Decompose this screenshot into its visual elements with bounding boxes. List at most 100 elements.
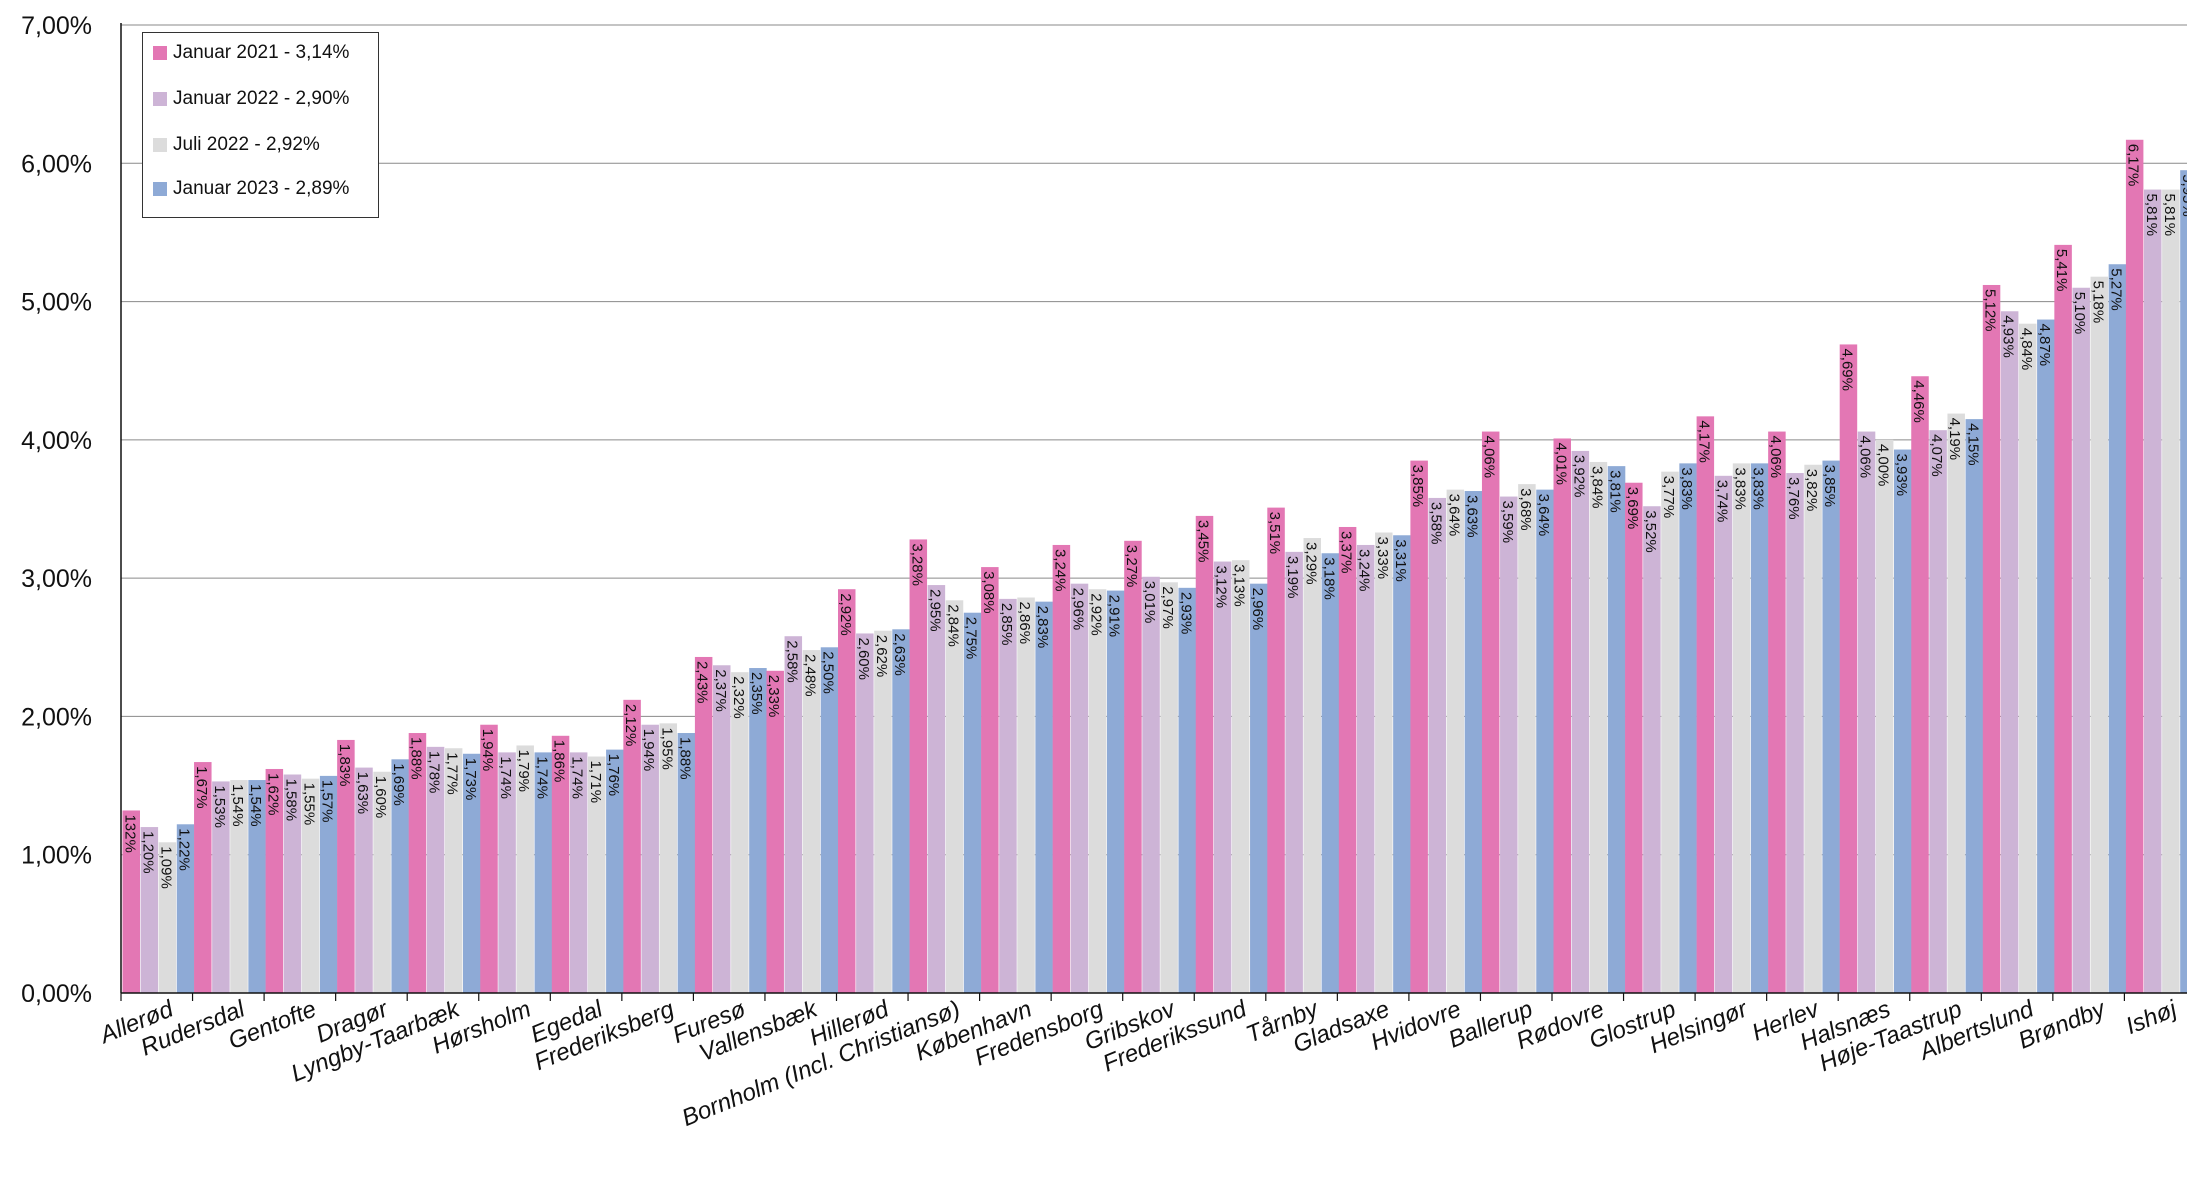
data-label: 4,46% <box>1910 380 1927 423</box>
bar <box>2125 139 2144 993</box>
data-label: 1,74% <box>497 756 514 799</box>
data-label: 2,86% <box>1016 602 1033 645</box>
bar <box>641 724 659 993</box>
legend-item: Januar 2023 - 2,89% <box>153 177 349 201</box>
bar <box>963 612 982 993</box>
data-label: 1,09% <box>157 846 174 889</box>
data-label: 2,58% <box>783 640 800 683</box>
data-label: 3,08% <box>980 571 997 614</box>
bar <box>1142 576 1160 993</box>
y-tick-label: 1,00% <box>21 842 92 870</box>
data-label: 3,58% <box>1427 502 1444 545</box>
bar <box>945 600 964 993</box>
bar <box>892 629 910 993</box>
bar <box>1195 515 1214 993</box>
data-label: 3,83% <box>1732 467 1749 510</box>
bar <box>1338 526 1357 993</box>
data-label: 3,27% <box>1123 545 1140 588</box>
data-label: 1,63% <box>354 772 371 815</box>
bar <box>1070 583 1089 993</box>
bar <box>1607 466 1626 993</box>
bar <box>212 781 230 993</box>
data-label: 1,58% <box>282 779 299 822</box>
bar <box>1481 431 1500 993</box>
data-label: 1,71% <box>587 761 604 804</box>
data-label: 3,24% <box>1356 549 1373 592</box>
bar <box>749 668 767 993</box>
bar <box>2108 264 2127 994</box>
y-tick-label: 6,00% <box>21 150 92 178</box>
bar <box>194 762 212 993</box>
data-label: 3,28% <box>908 543 925 586</box>
bar <box>1536 489 1554 993</box>
bar <box>408 733 427 993</box>
data-label: 2,32% <box>730 676 747 719</box>
data-label: 4,84% <box>2018 328 2035 371</box>
legend-swatch <box>153 138 167 152</box>
data-label: 3,37% <box>1338 531 1355 574</box>
bar <box>694 656 713 993</box>
bar <box>1106 590 1125 993</box>
data-label: 3,19% <box>1284 556 1301 599</box>
data-label: 3,13% <box>1231 564 1248 607</box>
bar <box>2072 287 2090 993</box>
bar <box>1500 496 1518 993</box>
data-label: 1,76% <box>605 754 622 797</box>
data-label: 3,81% <box>1607 470 1624 513</box>
bar <box>1929 430 1947 994</box>
data-label: 1,22% <box>176 828 193 871</box>
bar <box>1428 497 1446 993</box>
data-label: 3,83% <box>1678 467 1695 510</box>
data-label: 3,92% <box>1570 455 1587 498</box>
bar <box>1947 413 1965 993</box>
bar <box>463 753 481 993</box>
data-label: 1,55% <box>301 783 318 826</box>
bar <box>588 756 606 993</box>
data-label: 1,69% <box>390 763 407 806</box>
data-label: 2,62% <box>873 635 890 678</box>
bar <box>551 735 570 993</box>
bars <box>122 139 2187 994</box>
data-label: 1,73% <box>462 758 479 801</box>
bar <box>784 636 803 993</box>
bar <box>391 759 409 993</box>
data-label: 1,94% <box>479 729 496 772</box>
data-label: 1,54% <box>229 784 246 827</box>
bar <box>444 748 463 993</box>
data-label: 3,01% <box>1141 581 1158 624</box>
bar <box>874 630 892 993</box>
data-label: 5,18% <box>2089 281 2106 324</box>
legend-label: Januar 2022 - 2,90% <box>173 88 350 109</box>
data-label: 2,75% <box>963 617 980 660</box>
data-label: 3,93% <box>1893 454 1910 497</box>
legend-swatch <box>153 92 167 106</box>
bar <box>1822 460 1840 994</box>
bar <box>1124 540 1142 993</box>
bar <box>498 752 516 993</box>
data-label: 5,12% <box>1982 289 1999 332</box>
data-label: 2,12% <box>622 704 639 747</box>
data-labels: 132% 1,20% 1,09% 1,22%1,67% 1,53% 1,54% 1,54% 1… <box>121 144 2187 889</box>
data-label: 3,76% <box>1785 477 1802 520</box>
data-label: 3,74% <box>1713 480 1730 523</box>
bar <box>802 650 821 993</box>
y-tick-label: 0,00% <box>21 980 92 1008</box>
bar <box>1894 449 1912 994</box>
bar <box>1750 463 1769 993</box>
bar <box>2000 311 2019 993</box>
bar <box>1857 431 1876 993</box>
bar <box>820 647 839 993</box>
bar <box>1393 535 1411 993</box>
data-label: 2,83% <box>1034 606 1051 649</box>
data-label: 5,81% <box>2143 194 2160 237</box>
data-label: 3,82% <box>1803 469 1820 512</box>
data-label: 4,93% <box>2000 315 2017 358</box>
legend: Januar 2021 - 3,14% Januar 2022 - 2,90% … <box>142 32 379 218</box>
bar <box>856 633 874 993</box>
data-label: 1,74% <box>533 756 550 799</box>
data-label: 2,84% <box>945 604 962 647</box>
bar <box>1410 460 1428 994</box>
bar <box>1839 344 1858 993</box>
data-label: 4,01% <box>1552 442 1569 485</box>
data-label: 3,59% <box>1499 501 1516 544</box>
